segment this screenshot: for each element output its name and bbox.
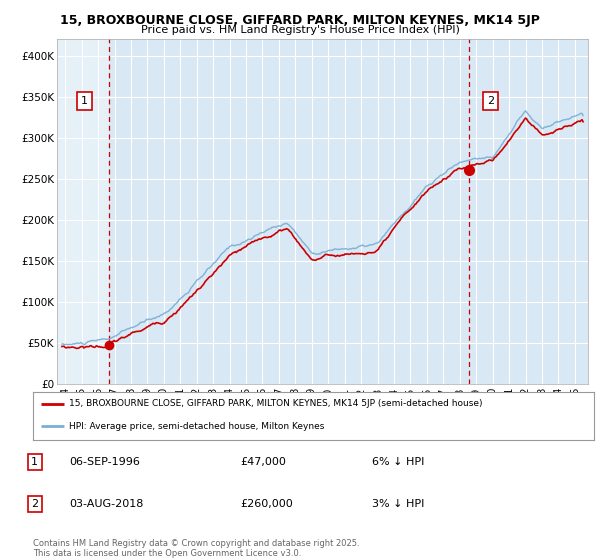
Text: Price paid vs. HM Land Registry's House Price Index (HPI): Price paid vs. HM Land Registry's House … <box>140 25 460 35</box>
Text: £260,000: £260,000 <box>240 499 293 509</box>
Text: 2: 2 <box>31 499 38 509</box>
Text: 3% ↓ HPI: 3% ↓ HPI <box>372 499 424 509</box>
Bar <box>57 39 109 384</box>
Text: £47,000: £47,000 <box>240 457 286 467</box>
Text: 06-SEP-1996: 06-SEP-1996 <box>69 457 140 467</box>
Bar <box>57 39 109 384</box>
Text: 03-AUG-2018: 03-AUG-2018 <box>69 499 143 509</box>
Text: 1: 1 <box>31 457 38 467</box>
Text: HPI: Average price, semi-detached house, Milton Keynes: HPI: Average price, semi-detached house,… <box>70 422 325 431</box>
Text: 15, BROXBOURNE CLOSE, GIFFARD PARK, MILTON KEYNES, MK14 5JP (semi-detached house: 15, BROXBOURNE CLOSE, GIFFARD PARK, MILT… <box>70 399 483 408</box>
Text: 6% ↓ HPI: 6% ↓ HPI <box>372 457 424 467</box>
Text: 2: 2 <box>487 96 494 106</box>
Text: 15, BROXBOURNE CLOSE, GIFFARD PARK, MILTON KEYNES, MK14 5JP: 15, BROXBOURNE CLOSE, GIFFARD PARK, MILT… <box>60 14 540 27</box>
Text: Contains HM Land Registry data © Crown copyright and database right 2025.
This d: Contains HM Land Registry data © Crown c… <box>33 539 359 558</box>
Text: 1: 1 <box>81 96 88 106</box>
